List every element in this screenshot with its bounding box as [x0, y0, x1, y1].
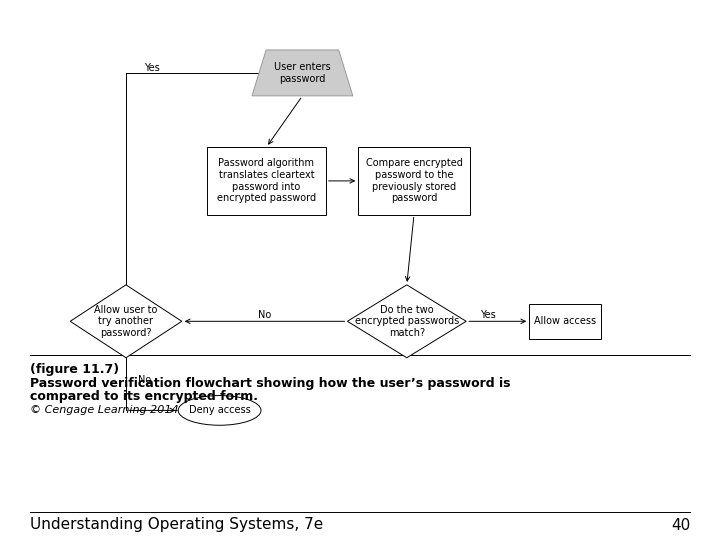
Text: User enters
password: User enters password — [274, 62, 330, 84]
Bar — [529, 303, 601, 339]
Polygon shape — [347, 285, 467, 357]
Text: Compare encrypted
password to the
previously stored
password: Compare encrypted password to the previo… — [366, 159, 462, 203]
Text: Understanding Operating Systems, 7e: Understanding Operating Systems, 7e — [30, 517, 323, 532]
Text: Yes: Yes — [480, 310, 496, 320]
Text: 40: 40 — [671, 517, 690, 532]
Text: No: No — [138, 375, 151, 385]
Bar — [207, 147, 325, 214]
Text: Allow user to
try another
password?: Allow user to try another password? — [94, 305, 158, 338]
Text: Allow access: Allow access — [534, 316, 596, 326]
Text: No: No — [258, 310, 271, 320]
Text: Password verification flowchart showing how the user’s password is: Password verification flowchart showing … — [30, 377, 510, 390]
Text: Do the two
encrypted passwords
match?: Do the two encrypted passwords match? — [355, 305, 459, 338]
Ellipse shape — [179, 395, 261, 426]
Text: Deny access: Deny access — [189, 406, 251, 415]
Text: Password algorithm
translates cleartext
password into
encrypted password: Password algorithm translates cleartext … — [217, 159, 316, 203]
Text: Yes: Yes — [144, 63, 160, 73]
Text: compared to its encrypted form.: compared to its encrypted form. — [30, 390, 258, 403]
Polygon shape — [70, 285, 181, 357]
Bar — [358, 147, 469, 214]
Polygon shape — [252, 50, 353, 96]
Text: © Cengage Learning 2014: © Cengage Learning 2014 — [30, 405, 179, 415]
Text: (figure 11.7): (figure 11.7) — [30, 363, 119, 376]
